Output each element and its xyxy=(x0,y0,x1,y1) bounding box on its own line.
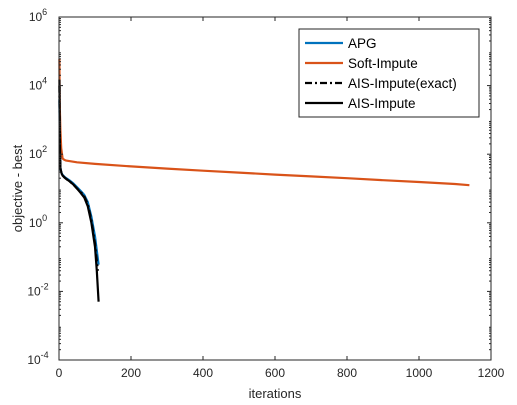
y-tick-label: 10-2 xyxy=(27,281,48,298)
x-tick-label: 1000 xyxy=(406,366,433,380)
y-tick-label: 10-4 xyxy=(27,350,48,367)
legend-label-1: Soft-Impute xyxy=(348,56,418,71)
x-tick-label: 800 xyxy=(337,366,357,380)
y-tick-label: 100 xyxy=(29,213,47,230)
y-axis-label: objective - best xyxy=(10,144,25,232)
x-axis-label: iterations xyxy=(249,386,302,401)
y-tick-label: 102 xyxy=(29,144,47,161)
series-line-3 xyxy=(58,79,100,302)
series-line-1 xyxy=(58,58,470,187)
x-tick-label: 0 xyxy=(56,366,63,380)
ticks-layer: 0 200 400 600 800 1000 1200 10-4 10-2 100 102 104 10… xyxy=(27,7,504,380)
x-tick-label: 200 xyxy=(121,366,141,380)
y-tick-label: 104 xyxy=(29,76,47,93)
x-tick-label: 400 xyxy=(193,366,213,380)
series-line-0 xyxy=(58,99,100,265)
series-layer xyxy=(58,58,470,302)
legend-label-3: AIS-Impute xyxy=(348,96,416,111)
legend: APG Soft-Impute AIS-Impute(exact) AIS-Imput… xyxy=(298,28,480,118)
legend-label-0: APG xyxy=(348,36,377,51)
x-tick-label: 600 xyxy=(265,366,285,380)
x-tick-label: 1200 xyxy=(478,366,505,380)
legend-label-2: AIS-Impute(exact) xyxy=(348,76,457,91)
y-tick-label: 106 xyxy=(29,7,47,24)
